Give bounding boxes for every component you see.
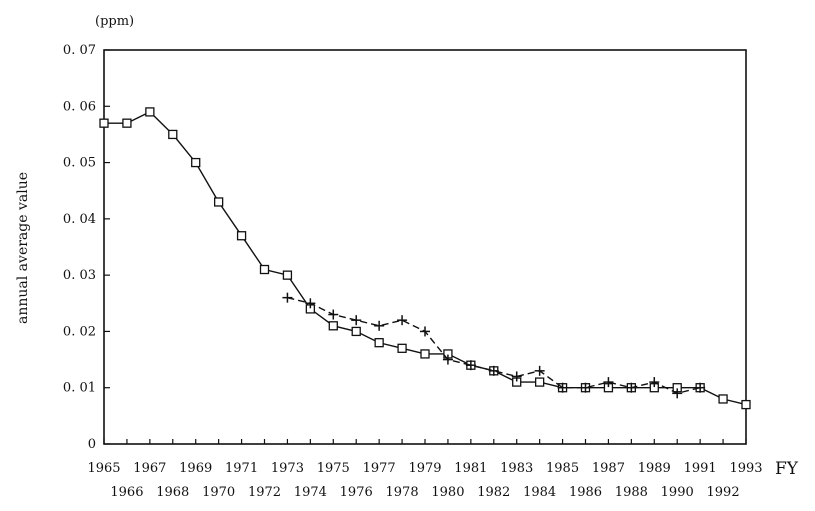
data-point-square (718, 394, 728, 404)
data-point-square (420, 349, 430, 359)
x-tick-label-upper: 1991 (684, 461, 717, 476)
data-point-square (741, 399, 751, 410)
x-tick-label-upper: 1981 (454, 461, 487, 476)
data-point-square (191, 157, 201, 168)
x-tick-label-upper: 1979 (408, 461, 441, 476)
x-tick-label-lower: 1976 (340, 485, 373, 500)
data-point-square (351, 326, 361, 337)
x-tick-label-upper: 1965 (87, 461, 120, 476)
data-point-plus (695, 382, 706, 393)
x-tick-label-lower: 1984 (523, 485, 556, 500)
x-tick-label-lower: 1980 (431, 485, 464, 500)
data-point-plus (557, 382, 568, 393)
series-line-1 (287, 297, 701, 395)
y-axis: 0 0. 01 0. 02 0. 03 0. 04 0. 05 0. 06 0. 07 (63, 43, 110, 452)
x-tick-label-lower: 1966 (110, 485, 143, 500)
y-tick-label: 0. 07 (63, 43, 96, 58)
data-point-plus (672, 388, 683, 399)
x-tick-label-upper: 1993 (729, 461, 762, 476)
x-tick-label-lower: 1988 (615, 485, 648, 500)
x-tick-label-lower: 1990 (661, 485, 694, 500)
x-axis-label: FY (775, 459, 799, 479)
data-point-plus (626, 382, 637, 393)
data-point-plus (580, 382, 591, 393)
data-point-plus (488, 365, 499, 376)
data-point-plus (649, 377, 660, 388)
data-point-plus (374, 320, 385, 331)
y-tick-label: 0 (88, 437, 96, 452)
data-point-plus (328, 309, 339, 320)
data-point-square (145, 107, 155, 117)
data-point-plus (442, 354, 453, 365)
data-point-plus (351, 315, 362, 326)
x-tick-label-upper: 1989 (638, 461, 671, 476)
x-tick-label-upper: 1983 (500, 461, 533, 476)
x-tick-label-lower: 1972 (248, 485, 281, 500)
data-point-square (168, 129, 178, 140)
data-point-plus (603, 377, 614, 388)
data-point-square (99, 118, 109, 128)
x-tick-label-upper: 1969 (179, 461, 212, 476)
unit-label: (ppm) (95, 14, 134, 29)
x-tick-label-lower: 1986 (569, 485, 602, 500)
data-point-plus (534, 365, 545, 376)
data-point-square (213, 197, 224, 207)
x-tick-label-lower: 1968 (156, 485, 189, 500)
x-tick-label-upper: 1971 (225, 461, 258, 476)
data-point-plus (397, 315, 408, 326)
series-layer (99, 107, 751, 410)
data-point-plus (305, 298, 316, 309)
data-point-square (122, 118, 132, 128)
data-point-square (328, 321, 338, 331)
y-tick-label: 0. 03 (63, 268, 96, 283)
y-axis-label: annual average value (15, 172, 31, 324)
x-axis: 1965 1967 1969 1971 1973 1975 1977 1979 1981 1983… (87, 439, 763, 500)
x-tick-label-lower: 1970 (202, 485, 235, 500)
data-point-square (282, 270, 293, 280)
x-tick-label-upper: 1975 (317, 461, 350, 476)
x-tick-label-upper: 1987 (592, 461, 625, 476)
x-tick-label-lower: 1974 (294, 485, 327, 500)
data-point-square (259, 264, 270, 275)
x-tick-label-lower: 1992 (707, 485, 740, 500)
data-point-plus (282, 292, 293, 303)
x-tick-label-upper: 1973 (271, 461, 304, 476)
y-tick-label: 0. 04 (63, 212, 96, 227)
data-point-square (236, 231, 247, 241)
data-point-square (534, 377, 545, 387)
series-line-0 (104, 111, 747, 406)
y-tick-label: 0. 06 (63, 99, 96, 114)
data-point-square (397, 343, 407, 353)
data-point-plus (511, 371, 522, 382)
y-tick-label: 0. 05 (63, 156, 96, 171)
y-tick-label: 0. 02 (63, 324, 96, 339)
data-point-plus (420, 326, 430, 337)
x-tick-label-upper: 1967 (133, 461, 166, 476)
data-point-plus (465, 360, 476, 371)
data-point-square (374, 338, 384, 348)
x-tick-label-upper: 1977 (363, 461, 396, 476)
x-tick-label-upper: 1985 (546, 461, 579, 476)
x-tick-label-lower: 1978 (386, 485, 419, 500)
x-tick-label-lower: 1982 (477, 485, 510, 500)
y-tick-label: 0. 01 (63, 381, 96, 396)
